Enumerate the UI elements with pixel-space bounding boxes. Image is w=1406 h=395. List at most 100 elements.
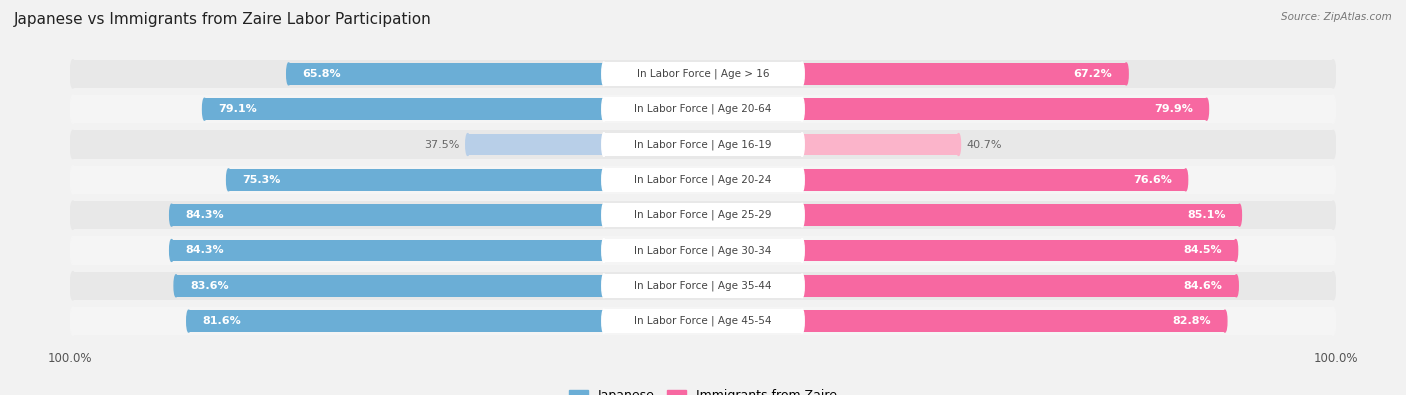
- Circle shape: [1125, 63, 1128, 85]
- Bar: [605, 133, 801, 156]
- Bar: [703, 239, 1236, 261]
- Circle shape: [800, 133, 804, 156]
- Circle shape: [170, 204, 173, 226]
- Circle shape: [1330, 130, 1336, 159]
- Bar: [73, 60, 1333, 88]
- Bar: [605, 309, 801, 333]
- Bar: [703, 98, 1206, 120]
- Bar: [703, 134, 959, 156]
- Circle shape: [70, 307, 76, 335]
- Bar: [73, 166, 1333, 194]
- Text: In Labor Force | Age 45-54: In Labor Force | Age 45-54: [634, 316, 772, 326]
- Bar: [229, 169, 703, 191]
- Circle shape: [800, 168, 804, 192]
- Circle shape: [1330, 166, 1336, 194]
- Bar: [605, 168, 801, 192]
- Circle shape: [174, 275, 179, 297]
- Text: 83.6%: 83.6%: [190, 281, 229, 291]
- Circle shape: [202, 98, 207, 120]
- Circle shape: [1205, 98, 1209, 120]
- Circle shape: [800, 62, 804, 86]
- Bar: [702, 169, 703, 191]
- Circle shape: [956, 134, 960, 156]
- Circle shape: [602, 168, 606, 192]
- Bar: [73, 130, 1333, 159]
- Bar: [605, 62, 801, 86]
- Circle shape: [800, 239, 804, 262]
- Bar: [702, 204, 703, 226]
- Circle shape: [287, 63, 291, 85]
- Bar: [176, 275, 703, 297]
- Circle shape: [602, 98, 606, 121]
- Text: In Labor Force | Age > 16: In Labor Force | Age > 16: [637, 69, 769, 79]
- Circle shape: [187, 310, 191, 332]
- Circle shape: [170, 239, 173, 261]
- Text: 79.9%: 79.9%: [1154, 104, 1192, 114]
- Text: 65.8%: 65.8%: [302, 69, 342, 79]
- Text: 84.5%: 84.5%: [1184, 245, 1222, 256]
- Bar: [605, 203, 801, 227]
- Circle shape: [1223, 310, 1227, 332]
- Circle shape: [800, 309, 804, 333]
- Circle shape: [1233, 239, 1237, 261]
- Bar: [703, 63, 1126, 85]
- Text: 40.7%: 40.7%: [967, 139, 1002, 150]
- Legend: Japanese, Immigrants from Zaire: Japanese, Immigrants from Zaire: [564, 384, 842, 395]
- Bar: [702, 134, 703, 156]
- Text: 84.6%: 84.6%: [1184, 281, 1222, 291]
- Text: 85.1%: 85.1%: [1187, 210, 1226, 220]
- Bar: [702, 239, 703, 261]
- Text: In Labor Force | Age 20-24: In Labor Force | Age 20-24: [634, 175, 772, 185]
- Bar: [703, 169, 1185, 191]
- Bar: [703, 310, 1225, 332]
- Circle shape: [70, 201, 76, 229]
- Circle shape: [1330, 201, 1336, 229]
- Bar: [73, 236, 1333, 265]
- Bar: [703, 204, 1240, 226]
- Bar: [605, 239, 801, 262]
- Circle shape: [800, 203, 804, 227]
- Text: 84.3%: 84.3%: [186, 210, 224, 220]
- Circle shape: [602, 203, 606, 227]
- Bar: [702, 98, 703, 120]
- Text: 84.3%: 84.3%: [186, 245, 224, 256]
- Bar: [73, 201, 1333, 229]
- Circle shape: [1330, 272, 1336, 300]
- Bar: [73, 307, 1333, 335]
- Circle shape: [465, 134, 470, 156]
- Text: In Labor Force | Age 30-34: In Labor Force | Age 30-34: [634, 245, 772, 256]
- Circle shape: [70, 95, 76, 123]
- Circle shape: [602, 309, 606, 333]
- Circle shape: [602, 62, 606, 86]
- Circle shape: [70, 60, 76, 88]
- Bar: [188, 310, 703, 332]
- Circle shape: [1330, 236, 1336, 265]
- Bar: [172, 204, 703, 226]
- Text: Source: ZipAtlas.com: Source: ZipAtlas.com: [1281, 12, 1392, 22]
- Bar: [703, 275, 1236, 297]
- Text: 82.8%: 82.8%: [1173, 316, 1211, 326]
- Text: 79.1%: 79.1%: [218, 104, 257, 114]
- Bar: [702, 63, 703, 85]
- Text: In Labor Force | Age 16-19: In Labor Force | Age 16-19: [634, 139, 772, 150]
- Circle shape: [602, 133, 606, 156]
- Circle shape: [70, 130, 76, 159]
- Circle shape: [1330, 95, 1336, 123]
- Circle shape: [602, 239, 606, 262]
- Circle shape: [70, 236, 76, 265]
- Circle shape: [1330, 60, 1336, 88]
- Circle shape: [800, 98, 804, 121]
- Text: In Labor Force | Age 35-44: In Labor Force | Age 35-44: [634, 280, 772, 291]
- Text: 81.6%: 81.6%: [202, 316, 242, 326]
- Text: 67.2%: 67.2%: [1074, 69, 1112, 79]
- Text: In Labor Force | Age 25-29: In Labor Force | Age 25-29: [634, 210, 772, 220]
- Text: 75.3%: 75.3%: [242, 175, 281, 185]
- Bar: [73, 95, 1333, 123]
- Bar: [605, 274, 801, 297]
- Circle shape: [70, 166, 76, 194]
- Circle shape: [226, 169, 231, 191]
- Text: 76.6%: 76.6%: [1133, 175, 1171, 185]
- Circle shape: [800, 274, 804, 297]
- Bar: [702, 275, 703, 297]
- Bar: [172, 239, 703, 261]
